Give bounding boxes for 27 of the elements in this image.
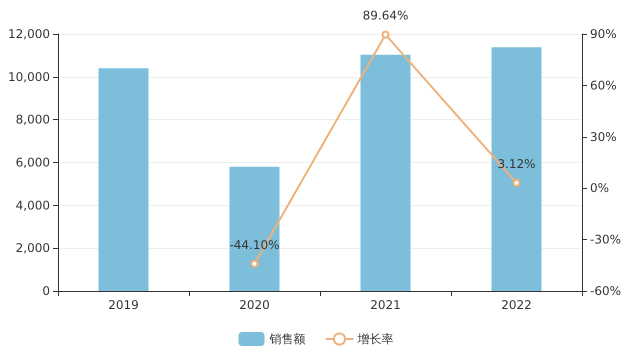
y-tick-label: 6,000 <box>16 156 50 170</box>
x-tick-label: 2019 <box>108 298 139 312</box>
y2-tick-label: 60% <box>590 78 617 92</box>
point <box>512 178 520 187</box>
y-tick-label: 0 <box>42 284 50 298</box>
y-tick-label: 10,000 <box>8 70 50 84</box>
y2-tick-label: 30% <box>590 130 617 144</box>
y-tick-label: 12,000 <box>8 27 50 41</box>
y-tick-label: 8,000 <box>16 112 50 127</box>
y2-tick-label: -60% <box>590 284 622 298</box>
x-tick-label: 2022 <box>501 298 532 312</box>
bar <box>230 166 280 291</box>
bar <box>98 68 148 291</box>
data-label: 89.64% <box>362 8 408 23</box>
y2-tick-label: 0% <box>590 181 610 196</box>
point <box>382 30 390 39</box>
legend-label: 销售额 <box>268 332 306 346</box>
y-tick-label: 2,000 <box>16 241 50 256</box>
bar <box>360 54 410 291</box>
x-tick-label: 2021 <box>370 298 401 312</box>
y2-tick-label: -30% <box>590 232 622 247</box>
point <box>250 260 258 268</box>
y2-tick-label: 90% <box>590 27 617 41</box>
y-tick-label: 4,000 <box>16 198 50 212</box>
legend-label: 增长率 <box>356 332 394 346</box>
bar <box>492 47 542 291</box>
x-tick-label: 2020 <box>239 298 270 312</box>
